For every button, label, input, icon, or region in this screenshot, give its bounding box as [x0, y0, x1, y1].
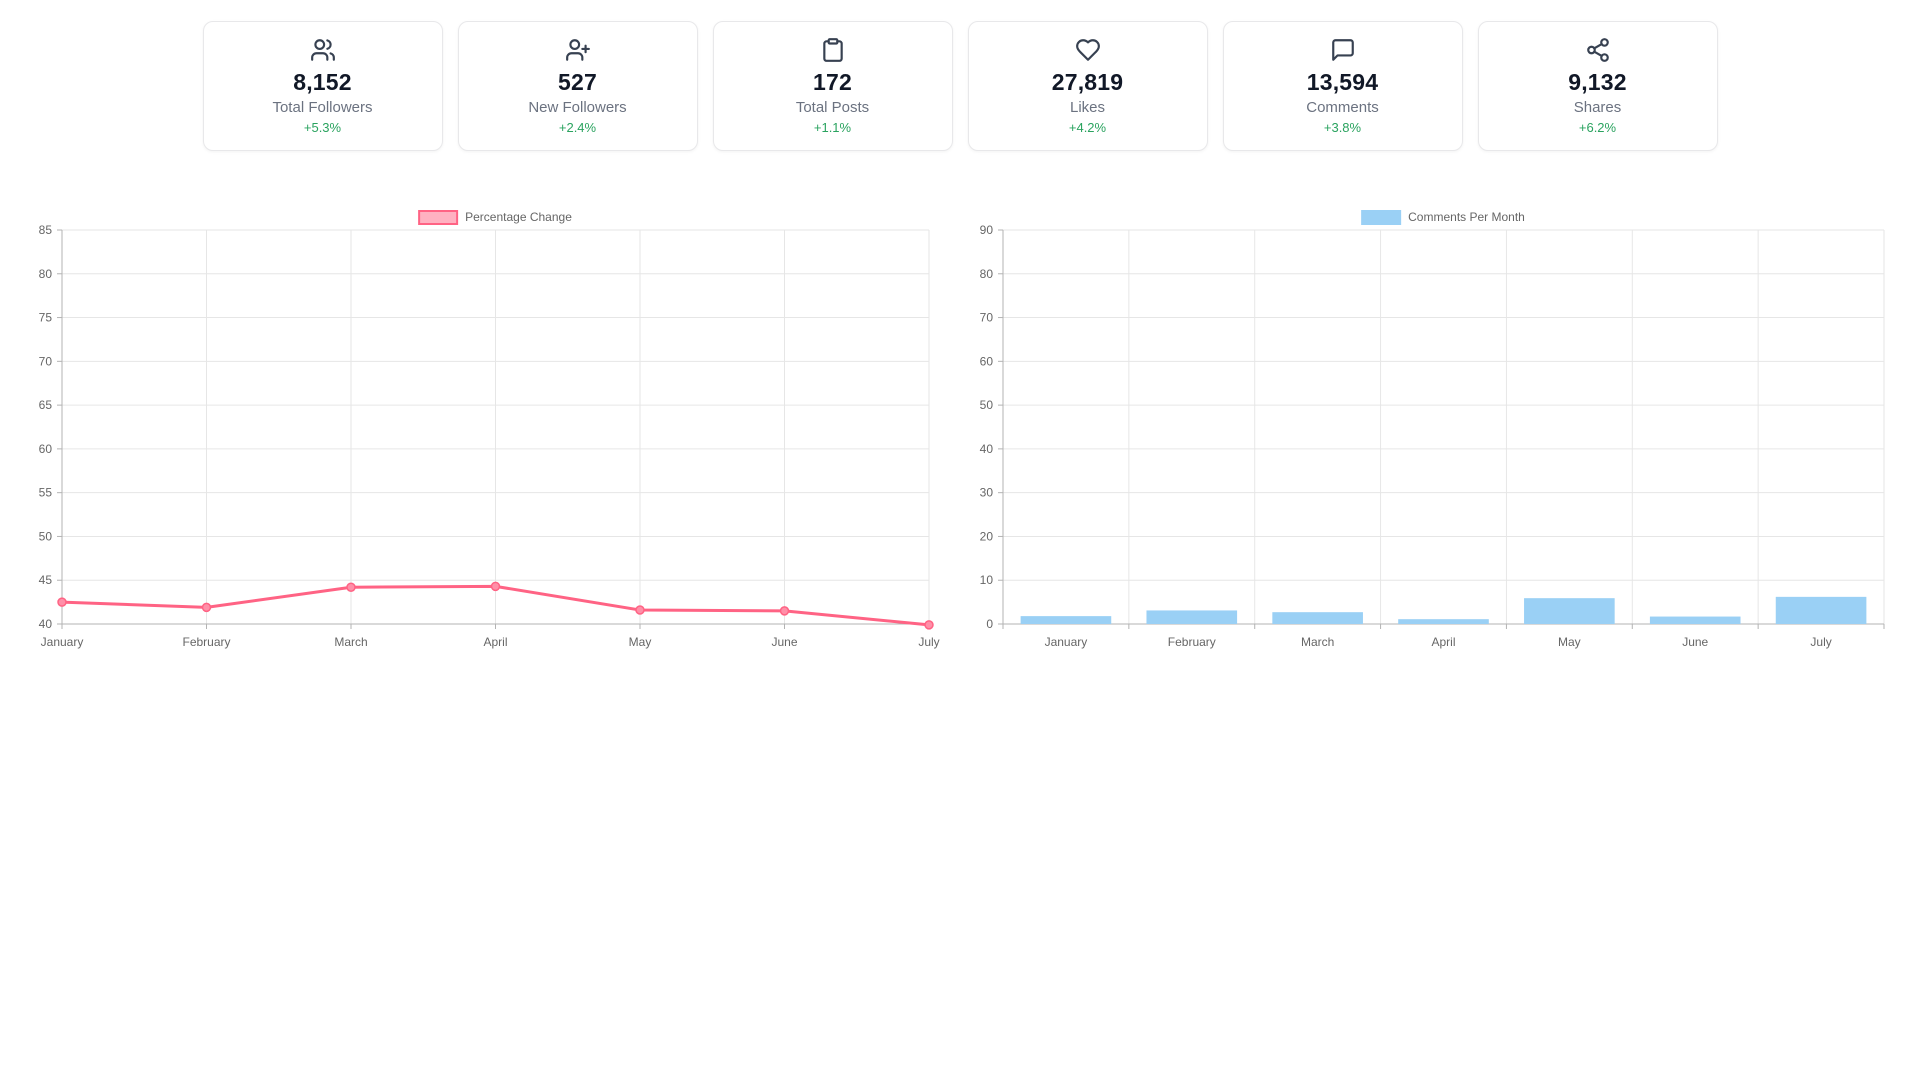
axis-labels: 0 10 20 30 40 50 60 70 80 90 January February March A…	[980, 223, 1832, 649]
stat-value: 27,819	[1051, 69, 1124, 95]
stat-value: 13,594	[1306, 69, 1379, 95]
chart-legend[interactable]: Percentage Change	[418, 210, 572, 225]
stat-label: New Followers	[528, 98, 627, 116]
y-tick-label: 0	[986, 617, 993, 631]
x-tick-label: June	[771, 635, 797, 649]
chart-legend[interactable]: Comments Per Month	[1361, 210, 1525, 225]
y-tick-label: 80	[980, 267, 994, 281]
y-tick-label: 50	[39, 529, 53, 543]
y-tick-label: 45	[39, 573, 53, 587]
bar-july[interactable]	[1775, 596, 1867, 624]
axis-labels: 40 45 50 55 60 65 70 75 80 85 January February March…	[39, 223, 940, 649]
data-point-january[interactable]	[57, 597, 67, 607]
x-tick-label: July	[918, 635, 939, 649]
stat-change: +6.2%	[1578, 119, 1617, 135]
y-tick-label: 70	[980, 311, 994, 325]
stats-cards-row: 8,152 Total Followers +5.3% 527 New Foll…	[0, 0, 1920, 151]
y-tick-label: 65	[39, 398, 53, 412]
data-point-march[interactable]	[346, 582, 356, 592]
x-tick-label: January	[41, 635, 84, 649]
x-tick-label: March	[334, 635, 367, 649]
x-tick-label: January	[1045, 635, 1088, 649]
legend-swatch	[418, 210, 459, 225]
bar-june[interactable]	[1649, 616, 1741, 624]
y-tick-label: 60	[39, 442, 53, 456]
y-tick-label: 60	[980, 354, 994, 368]
x-tick-label: June	[1682, 635, 1708, 649]
stat-change: +3.8%	[1323, 119, 1362, 135]
y-tick-label: 70	[39, 354, 53, 368]
y-tick-label: 50	[980, 398, 994, 412]
stat-label: Total Posts	[795, 98, 870, 116]
x-tick-label: April	[483, 635, 507, 649]
stat-change: +4.2%	[1068, 119, 1107, 135]
x-tick-label: May	[629, 635, 652, 649]
y-tick-label: 85	[39, 223, 53, 237]
axes	[998, 229, 1885, 629]
stat-card-shares: 9,132 Shares +6.2%	[1477, 21, 1718, 151]
data-point-july[interactable]	[924, 620, 934, 630]
gridlines	[62, 229, 930, 624]
x-tick-label: February	[182, 635, 230, 649]
x-tick-label: April	[1431, 635, 1455, 649]
stat-label: Shares	[1573, 98, 1622, 116]
stat-change: +1.1%	[813, 119, 852, 135]
y-tick-label: 10	[980, 573, 994, 587]
stat-label: Likes	[1069, 98, 1106, 116]
data-point-february[interactable]	[201, 602, 212, 613]
clipboard-icon	[820, 36, 846, 64]
stat-change: +5.3%	[303, 119, 342, 135]
stat-card-new-followers: 527 New Followers +2.4%	[457, 21, 698, 151]
y-tick-label: 55	[39, 486, 53, 500]
data-point-may[interactable]	[635, 605, 645, 615]
stat-value: 527	[558, 69, 597, 95]
y-tick-label: 75	[39, 311, 53, 325]
legend-label: Percentage Change	[465, 210, 572, 224]
y-tick-label: 40	[39, 617, 53, 631]
share-icon	[1585, 36, 1611, 64]
x-tick-label: March	[1301, 635, 1334, 649]
bar-april[interactable]	[1398, 619, 1489, 624]
legend-swatch	[1361, 210, 1402, 225]
y-tick-label: 20	[980, 529, 994, 543]
users-icon	[310, 36, 336, 64]
bar-january[interactable]	[1020, 616, 1112, 624]
y-tick-label: 80	[39, 267, 53, 281]
stat-value: 9,132	[1568, 69, 1627, 95]
stat-card-comments: 13,594 Comments +3.8%	[1222, 21, 1463, 151]
y-tick-label: 30	[980, 486, 994, 500]
stat-change: +2.4%	[558, 119, 597, 135]
stat-card-total-posts: 172 Total Posts +1.1%	[712, 21, 953, 151]
legend-label: Comments Per Month	[1408, 210, 1525, 224]
bar-february[interactable]	[1146, 610, 1238, 624]
stat-value: 8,152	[293, 69, 352, 95]
charts-row: 40 45 50 55 60 65 70 75 80 85 January February March…	[35, 203, 1920, 663]
stat-card-likes: 27,819 Likes +4.2%	[967, 21, 1208, 151]
data-point-june[interactable]	[779, 606, 790, 616]
message-square-icon	[1330, 36, 1356, 64]
bar-may[interactable]	[1524, 598, 1615, 624]
stat-label: Total Followers	[272, 98, 373, 116]
y-tick-label: 40	[980, 442, 994, 456]
y-tick-label: 90	[980, 223, 994, 237]
x-tick-label: May	[1558, 635, 1581, 649]
data-point-april[interactable]	[490, 581, 501, 592]
heart-icon	[1075, 36, 1101, 64]
stat-value: 172	[813, 69, 852, 95]
stat-card-total-followers: 8,152 Total Followers +5.3%	[202, 21, 443, 151]
x-tick-label: February	[1168, 635, 1216, 649]
comments-per-month-bar-chart[interactable]: 0 10 20 30 40 50 60 70 80 90 January February March A…	[975, 203, 1895, 663]
bar-march[interactable]	[1272, 612, 1363, 624]
stat-label: Comments	[1306, 98, 1379, 116]
axes	[57, 229, 930, 629]
gridlines	[1003, 229, 1885, 624]
analytics-dashboard-page: 8,152 Total Followers +5.3% 527 New Foll…	[0, 0, 1920, 663]
user-plus-icon	[565, 36, 591, 64]
percentage-change-line-chart[interactable]: 40 45 50 55 60 65 70 75 80 85 January February March…	[35, 203, 945, 663]
x-tick-label: July	[1810, 635, 1831, 649]
